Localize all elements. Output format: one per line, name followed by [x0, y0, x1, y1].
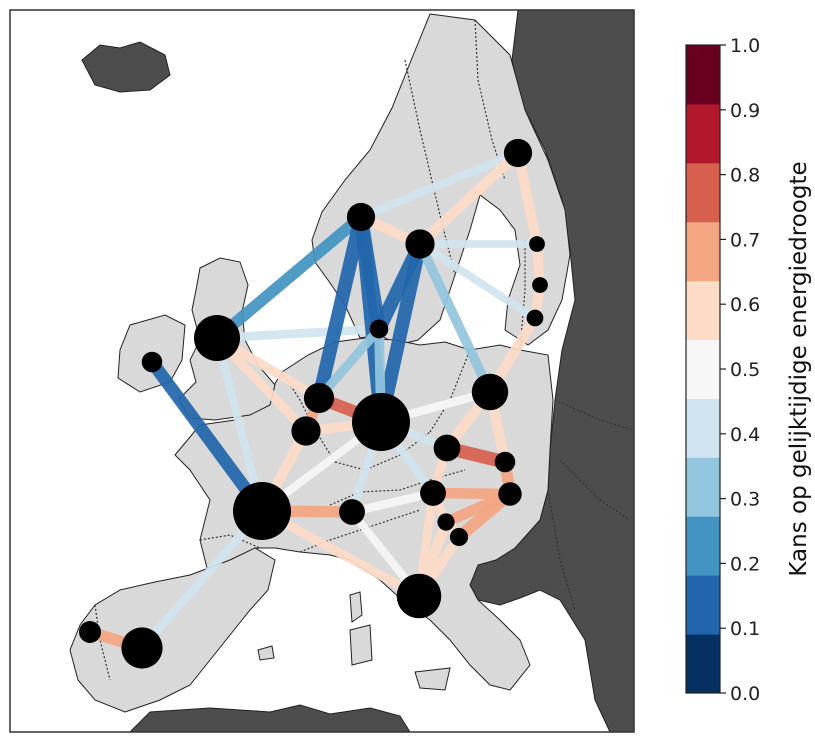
link-fi-ee — [512, 151, 543, 246]
colorbar-tick-label: 0.1 — [730, 618, 760, 640]
iceland — [81, 41, 171, 93]
link-no-nl — [312, 215, 368, 400]
colorbar-segment — [686, 516, 720, 576]
colorbar-tick-label: 0.9 — [730, 100, 760, 122]
colorbar-ticks: 0.0 0.1 0.2 0.3 0.4 0.5 0.6 0.7 0.8 0.9 1.0 — [720, 35, 760, 705]
node-lt — [526, 309, 544, 327]
colorbar-tick-label: 1.0 — [730, 35, 760, 57]
node-no — [346, 202, 376, 232]
map-panel — [10, 10, 634, 732]
colorbar-tick-label: 0.4 — [730, 424, 760, 446]
colorbar-tick-label: 0.5 — [730, 359, 760, 381]
colorbar-segment — [686, 634, 720, 694]
link-se-de — [374, 242, 427, 424]
node-pl — [471, 373, 509, 411]
link-uk-no — [213, 212, 365, 343]
colorbar-tick-label: 0.7 — [730, 229, 760, 251]
colorbar: 0.0 0.1 0.2 0.3 0.4 0.5 0.6 0.7 0.8 0.9 1.0 Kans o… — [685, 35, 812, 705]
node-sk — [494, 451, 516, 473]
colorbar-segments — [686, 45, 720, 694]
node-lv — [532, 277, 548, 293]
border-line — [519, 240, 526, 351]
corsica — [349, 591, 363, 623]
node-fr — [233, 482, 291, 540]
map-frame — [9, 9, 635, 733]
colorbar-segment — [686, 457, 720, 517]
node-it — [396, 573, 442, 619]
node-dk — [369, 319, 389, 339]
node-nl — [303, 382, 335, 414]
colorbar-segment — [686, 162, 720, 223]
link-fr-it — [259, 506, 422, 601]
scandinavia — [311, 13, 571, 346]
node-es — [121, 627, 163, 669]
link-ire-fr — [146, 358, 268, 515]
link-se-fi — [416, 149, 522, 248]
colorbar-tick-label: 0.3 — [730, 489, 760, 511]
node-hr — [449, 527, 469, 547]
border-line — [334, 431, 431, 471]
node-pt — [79, 621, 101, 643]
link-se-lt — [417, 240, 538, 322]
sardinia — [349, 624, 373, 666]
colorbar-tick-label: 0.8 — [730, 165, 760, 187]
link-no-fi — [359, 149, 520, 221]
node-uk — [194, 315, 240, 361]
border-line — [559, 459, 631, 521]
link-se-pl — [415, 241, 495, 395]
node-cz — [433, 434, 461, 462]
colorbar-segment — [686, 339, 720, 399]
sicily — [414, 667, 451, 691]
node-hu — [498, 482, 522, 506]
link-uk-dk — [216, 324, 380, 343]
colorbar-label: Kans op gelijktijdige energiedroogte — [786, 161, 812, 576]
colorbar-segment — [686, 221, 720, 282]
iberia — [69, 547, 276, 713]
mallorca — [257, 645, 275, 661]
node-at — [420, 480, 446, 506]
region-nodes — [79, 138, 548, 669]
node-de — [352, 393, 410, 451]
colorbar-segment — [686, 280, 720, 341]
colorbar-segment — [686, 45, 720, 105]
node-si — [437, 513, 455, 531]
node-ee — [529, 236, 545, 252]
colorbar-tick-label: 0.2 — [730, 553, 760, 575]
border-line — [199, 534, 261, 549]
node-ire — [141, 351, 163, 373]
border-line — [554, 399, 634, 431]
link-dk-nl — [315, 325, 383, 402]
node-fi — [503, 138, 533, 168]
colorbar-segment — [686, 103, 720, 164]
colorbar-segment — [686, 398, 720, 458]
node-ch — [339, 499, 365, 525]
link-at-ch — [351, 488, 434, 517]
colorbar-tick-label: 0.6 — [730, 294, 760, 316]
north-africa — [129, 704, 411, 732]
border-line — [547, 489, 576, 611]
link-fr-es — [138, 508, 266, 651]
node-se — [405, 229, 435, 259]
node-be — [291, 416, 321, 446]
colorbar-segment — [686, 575, 720, 635]
colorbar-tick-label: 0.0 — [730, 683, 760, 705]
link-uk-fr — [213, 336, 266, 513]
